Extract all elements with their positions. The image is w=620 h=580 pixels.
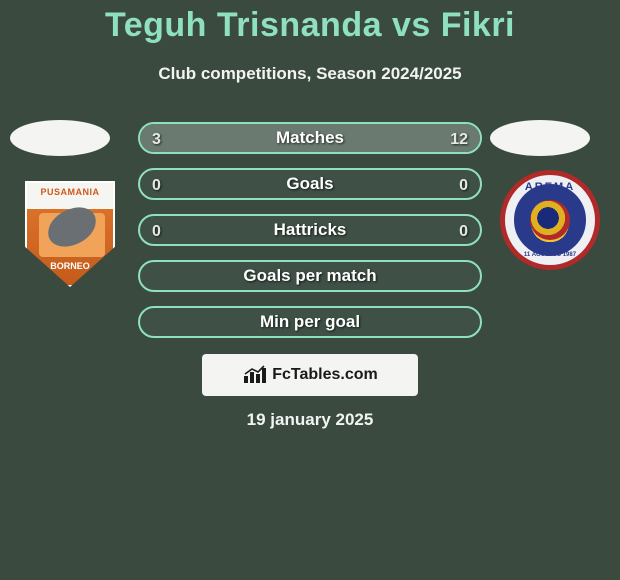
- stat-label: Min per goal: [140, 308, 480, 336]
- stat-value-right: 0: [459, 170, 468, 202]
- club-badge-right: AREMA 11 AGUSTUS 1987: [500, 170, 600, 270]
- stat-value-left: 0: [152, 170, 161, 202]
- player-photo-right: [490, 120, 590, 156]
- stat-value-right: 0: [459, 216, 468, 248]
- badge-right-bottom-text: 11 AGUSTUS 1987: [505, 252, 595, 258]
- stat-row: Goals per match: [138, 260, 482, 292]
- stat-label: Matches: [140, 124, 480, 152]
- badge-left-top-text: PUSAMANIA: [27, 187, 113, 197]
- infographic-date: 19 january 2025: [0, 410, 620, 430]
- shield-icon: PUSAMANIA BORNEO: [25, 181, 115, 287]
- stat-label: Goals: [140, 170, 480, 198]
- brand-footer: FcTables.com: [202, 354, 418, 396]
- stat-row: Min per goal: [138, 306, 482, 338]
- stat-value-right: 12: [450, 124, 468, 156]
- badge-left-bottom-text: BORNEO: [27, 261, 113, 271]
- stat-label: Hattricks: [140, 216, 480, 244]
- lion-icon: [530, 200, 570, 240]
- stat-row: Goals0 0: [138, 168, 482, 200]
- round-badge-icon: AREMA 11 AGUSTUS 1987: [500, 170, 600, 270]
- stat-label: Goals per match: [140, 262, 480, 290]
- club-badge-left: PUSAMANIA BORNEO: [20, 184, 120, 284]
- comparison-infographic: Teguh Trisnanda vs Fikri Club competitio…: [0, 0, 620, 580]
- page-title: Teguh Trisnanda vs Fikri: [0, 6, 620, 45]
- subtitle: Club competitions, Season 2024/2025: [0, 64, 620, 84]
- stat-row: Hattricks0 0: [138, 214, 482, 246]
- brand-suffix: Tables.com: [291, 366, 378, 383]
- stat-value-left: 3: [152, 124, 161, 156]
- chart-icon: [242, 365, 268, 385]
- brand-prefix: Fc: [272, 366, 291, 383]
- brand-text: FcTables.com: [272, 366, 378, 384]
- stat-row: Matches3 12: [138, 122, 482, 154]
- stat-value-left: 0: [152, 216, 161, 248]
- player-photo-left: [10, 120, 110, 156]
